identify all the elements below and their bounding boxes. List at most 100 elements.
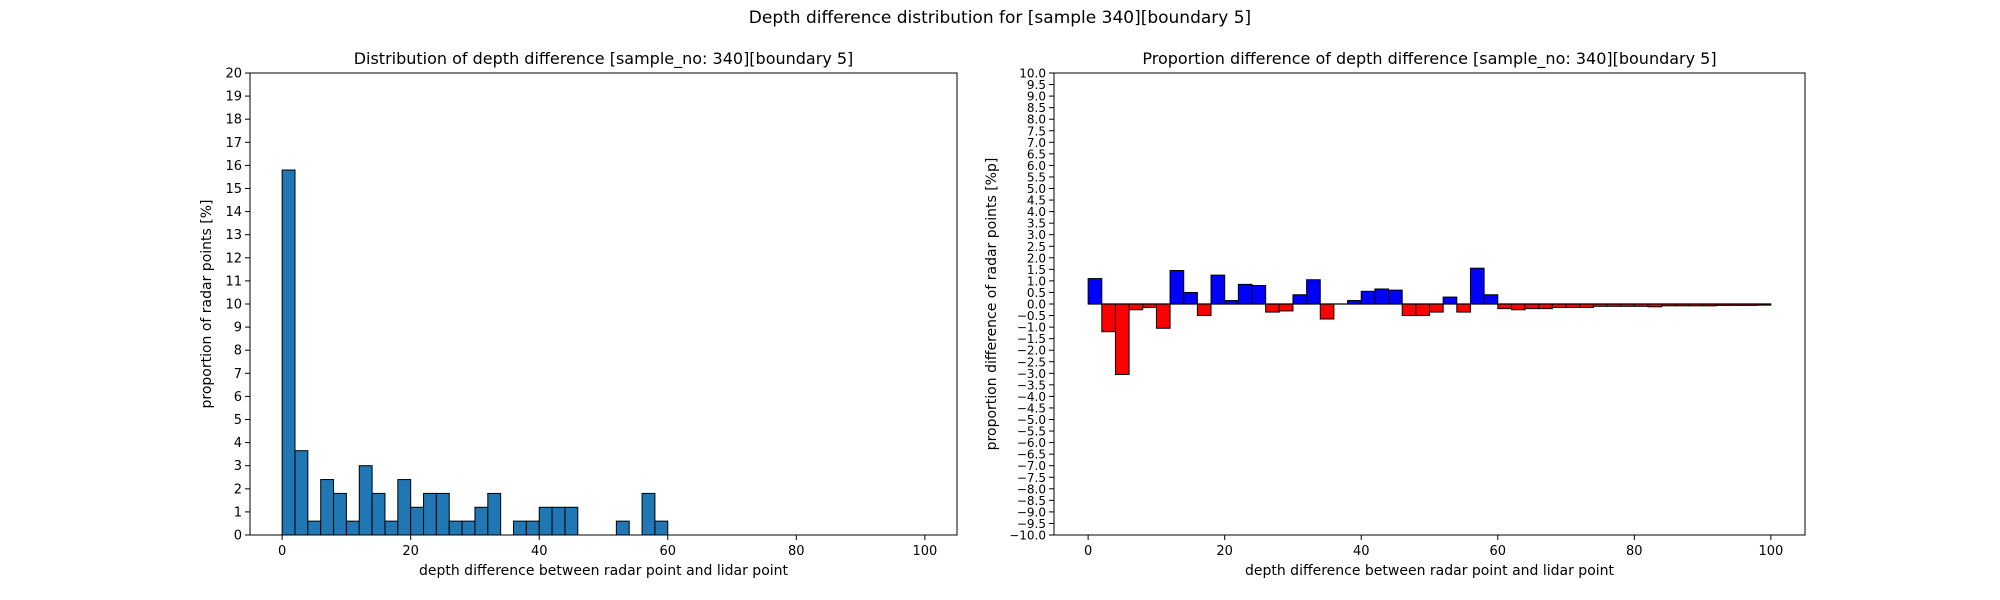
dist-bar	[320, 479, 335, 536]
diff-ytick-label: −3.0	[1017, 367, 1046, 381]
diff-ytick-label: 2.0	[1027, 251, 1046, 265]
diff-bar	[1155, 303, 1171, 329]
diff-ytick-label: −4.5	[1017, 401, 1046, 415]
diff-bar	[1469, 267, 1485, 305]
dist-bar	[564, 506, 579, 536]
dist-ytick-label: 0	[234, 529, 242, 544]
dist-bar	[384, 520, 399, 536]
dist-bar	[435, 492, 450, 536]
diff-bar	[1456, 303, 1471, 313]
diff-ytick-label: 8.5	[1027, 101, 1046, 115]
dist-title: Distribution of depth difference [sample…	[354, 49, 854, 69]
diff-ytick-label: −1.5	[1017, 332, 1046, 346]
diff-ytick-label: 3.5	[1027, 217, 1046, 231]
diff-ytick-label: 7.0	[1027, 136, 1046, 150]
diff-bar	[1319, 303, 1335, 320]
figure-title: Depth difference distribution for [sampl…	[748, 8, 1252, 28]
diff-ytick-label: −0.5	[1017, 309, 1046, 323]
dist-ytick-label: 15	[225, 182, 242, 197]
diff-ytick-label: 0.5	[1027, 286, 1046, 300]
dist-ytick-label: 14	[225, 205, 242, 220]
dist-bar	[333, 492, 347, 536]
diff-ytick-label: 1.5	[1027, 263, 1046, 277]
diff-ytick-label: 8.0	[1027, 113, 1046, 127]
diff-bar	[1210, 274, 1226, 305]
diff-ytick-label: −1.0	[1017, 321, 1046, 335]
dist-bar	[513, 520, 527, 536]
diff-ytick-label: −2.5	[1017, 355, 1046, 369]
diff-bar	[1196, 303, 1212, 317]
dist-bar	[358, 465, 373, 536]
dist-xtick-label: 100	[912, 544, 937, 559]
dist-bar	[397, 479, 412, 536]
diff-bar	[1524, 303, 1540, 310]
diff-bar	[1538, 303, 1553, 310]
diff-ytick-label: −5.0	[1017, 413, 1046, 427]
dist-bar	[487, 492, 502, 536]
diff-bar	[1497, 303, 1512, 310]
dist-bar	[345, 520, 360, 536]
dist-ytick-label: 1	[234, 505, 242, 520]
dist-ytick-label: 8	[234, 344, 242, 359]
diff-ytick-label: −7.0	[1017, 459, 1046, 473]
diff-ytick-label: −8.0	[1017, 482, 1046, 496]
dist-axes-frame	[249, 72, 958, 536]
diff-bar	[1360, 290, 1376, 305]
dist-bar	[525, 520, 540, 536]
diff-ytick-label: −9.0	[1017, 505, 1046, 519]
dist-ytick-label: 12	[225, 251, 242, 266]
diff-ytick-label: 4.0	[1027, 205, 1046, 219]
dist-ytick-label: 16	[225, 159, 242, 174]
dist-xtick-label: 0	[278, 544, 286, 559]
diff-xtick-label: 20	[1216, 544, 1233, 559]
diff-bar	[1442, 296, 1458, 305]
diff-bar	[1183, 291, 1198, 305]
diff-bar	[1265, 303, 1280, 313]
diff-xlabel: depth difference between radar point and…	[1245, 563, 1615, 579]
dist-bar	[461, 520, 476, 536]
diff-ytick-label: −7.5	[1017, 471, 1046, 485]
dist-bar	[307, 520, 322, 536]
diff-ytick-label: 7.5	[1027, 124, 1046, 138]
dist-ylabel: proportion of radar points [%]	[199, 199, 215, 408]
diff-title: Proportion difference of depth differenc…	[1142, 49, 1716, 69]
diff-ytick-label: 5.0	[1027, 182, 1046, 196]
diff-bar	[1388, 289, 1403, 305]
diff-bar	[1087, 278, 1103, 305]
diff-bar	[1292, 294, 1308, 305]
diff-ytick-label: −6.5	[1017, 448, 1046, 462]
dist-ytick-label: 10	[225, 298, 242, 313]
dist-ytick-label: 18	[225, 113, 242, 128]
diff-bar	[1251, 285, 1267, 305]
dist-bar	[654, 520, 669, 536]
diff-ytick-label: 1.0	[1027, 274, 1046, 288]
diff-bar	[1415, 303, 1431, 317]
dist-bar	[423, 492, 437, 536]
diff-bar	[1429, 303, 1444, 313]
diff-ytick-label: 5.5	[1027, 170, 1046, 184]
diff-ytick-label: −3.5	[1017, 378, 1046, 392]
diff-bar	[1101, 303, 1116, 333]
diff-bar	[1374, 288, 1390, 305]
dist-ytick-label: 5	[234, 413, 242, 428]
dist-xtick-label: 80	[788, 544, 805, 559]
diff-ytick-label: 9.5	[1027, 78, 1046, 92]
diff-ytick-label: 2.5	[1027, 240, 1046, 254]
dist-ytick-label: 17	[225, 136, 242, 151]
dist-bar	[410, 506, 425, 536]
diff-ylabel: proportion difference of radar points [%…	[984, 158, 1000, 451]
diff-ytick-label: 4.5	[1027, 194, 1046, 208]
dist-ytick-label: 7	[234, 367, 242, 382]
diff-ytick-label: −10.0	[1009, 529, 1046, 543]
diff-xtick-label: 0	[1084, 544, 1092, 559]
dist-ytick-label: 3	[234, 459, 242, 474]
diff-bar	[1510, 303, 1526, 311]
diff-xtick-label: 60	[1489, 544, 1506, 559]
diff-bar	[1237, 283, 1253, 305]
dist-ytick-label: 13	[225, 228, 242, 243]
diff-bar	[1483, 294, 1499, 305]
dist-bar	[371, 492, 386, 536]
diff-xtick-label: 80	[1626, 544, 1643, 559]
diff-ytick-label: 10.0	[1019, 67, 1046, 81]
dist-ytick-label: 6	[234, 390, 242, 405]
